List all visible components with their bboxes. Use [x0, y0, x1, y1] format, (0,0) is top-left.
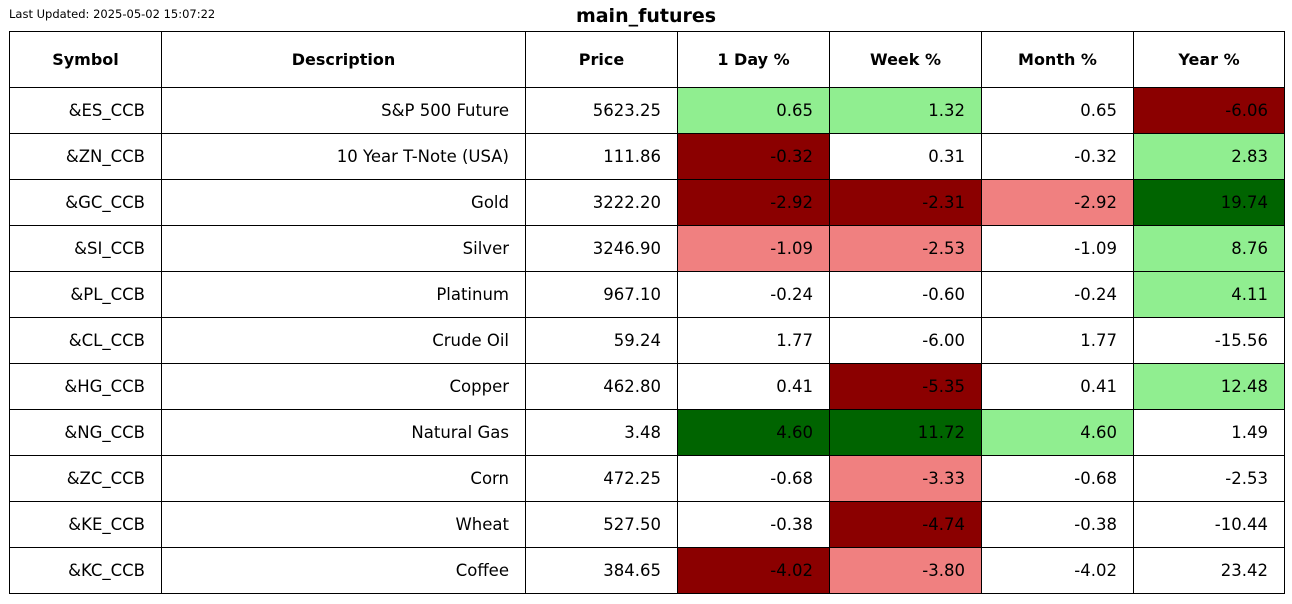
table-row: &SI_CCB Silver 3246.90 -1.09 -2.53 -1.09 8.76: [9, 225, 1285, 272]
1day-change-cell: -0.68: [677, 455, 830, 502]
1day-change-cell: -1.09: [677, 225, 830, 272]
description-cell: Gold: [161, 179, 526, 226]
description-cell: S&P 500 Future: [161, 87, 526, 134]
symbol-cell: &KE_CCB: [9, 501, 162, 548]
symbol-cell: &KC_CCB: [9, 547, 162, 594]
table-row: &PL_CCB Platinum 967.10 -0.24 -0.60 -0.24 4.11: [9, 271, 1285, 318]
month-change-cell: -0.32: [981, 133, 1134, 180]
table-row: &KC_CCB Coffee 384.65 -4.02 -3.80 -4.02 23.42: [9, 547, 1285, 594]
year-change-cell: 2.83: [1133, 133, 1285, 180]
symbol-cell: &ZC_CCB: [9, 455, 162, 502]
1day-change-cell: -2.92: [677, 179, 830, 226]
header-row: Symbol Description Price 1 Day % Week % …: [9, 31, 1285, 88]
year-change-cell: 12.48: [1133, 363, 1285, 410]
year-change-cell: -10.44: [1133, 501, 1285, 548]
symbol-cell: &NG_CCB: [9, 409, 162, 456]
description-cell: Copper: [161, 363, 526, 410]
year-change-cell: -6.06: [1133, 87, 1285, 134]
month-change-cell: 1.77: [981, 317, 1134, 364]
symbol-cell: &CL_CCB: [9, 317, 162, 364]
month-change-cell: -0.24: [981, 271, 1134, 318]
price-cell: 462.80: [525, 363, 678, 410]
symbol-cell: &PL_CCB: [9, 271, 162, 318]
year-change-cell: -15.56: [1133, 317, 1285, 364]
column-header-description: Description: [161, 31, 526, 88]
month-change-cell: -2.92: [981, 179, 1134, 226]
symbol-cell: &ZN_CCB: [9, 133, 162, 180]
1day-change-cell: 0.41: [677, 363, 830, 410]
week-change-cell: -2.53: [829, 225, 982, 272]
1day-change-cell: -0.38: [677, 501, 830, 548]
month-change-cell: 4.60: [981, 409, 1134, 456]
week-change-cell: -5.35: [829, 363, 982, 410]
price-cell: 472.25: [525, 455, 678, 502]
price-cell: 3246.90: [525, 225, 678, 272]
week-change-cell: -3.80: [829, 547, 982, 594]
week-change-cell: -6.00: [829, 317, 982, 364]
week-change-cell: -4.74: [829, 501, 982, 548]
description-cell: Crude Oil: [161, 317, 526, 364]
1day-change-cell: 4.60: [677, 409, 830, 456]
description-cell: Wheat: [161, 501, 526, 548]
year-change-cell: 1.49: [1133, 409, 1285, 456]
last-updated-text: Last Updated: 2025-05-02 15:07:22: [9, 7, 216, 21]
description-cell: Platinum: [161, 271, 526, 318]
week-change-cell: 1.32: [829, 87, 982, 134]
price-cell: 59.24: [525, 317, 678, 364]
symbol-cell: &SI_CCB: [9, 225, 162, 272]
table-row: &NG_CCB Natural Gas 3.48 4.60 11.72 4.60 1.49: [9, 409, 1285, 456]
week-change-cell: -2.31: [829, 179, 982, 226]
1day-change-cell: -4.02: [677, 547, 830, 594]
table-row: &KE_CCB Wheat 527.50 -0.38 -4.74 -0.38 -10.44: [9, 501, 1285, 548]
price-cell: 967.10: [525, 271, 678, 318]
month-change-cell: -1.09: [981, 225, 1134, 272]
column-header-week: Week %: [829, 31, 982, 88]
price-cell: 3.48: [525, 409, 678, 456]
column-header-1day: 1 Day %: [677, 31, 830, 88]
year-change-cell: 8.76: [1133, 225, 1285, 272]
year-change-cell: 23.42: [1133, 547, 1285, 594]
price-cell: 527.50: [525, 501, 678, 548]
month-change-cell: -0.68: [981, 455, 1134, 502]
column-header-month: Month %: [981, 31, 1134, 88]
week-change-cell: 11.72: [829, 409, 982, 456]
futures-table: Symbol Description Price 1 Day % Week % …: [9, 31, 1285, 594]
price-cell: 111.86: [525, 133, 678, 180]
1day-change-cell: 1.77: [677, 317, 830, 364]
year-change-cell: -2.53: [1133, 455, 1285, 502]
symbol-cell: &ES_CCB: [9, 87, 162, 134]
month-change-cell: 0.41: [981, 363, 1134, 410]
description-cell: Corn: [161, 455, 526, 502]
week-change-cell: -3.33: [829, 455, 982, 502]
column-header-symbol: Symbol: [9, 31, 162, 88]
table-row: &GC_CCB Gold 3222.20 -2.92 -2.31 -2.92 19.74: [9, 179, 1285, 226]
description-cell: Natural Gas: [161, 409, 526, 456]
column-header-year: Year %: [1133, 31, 1285, 88]
1day-change-cell: -0.24: [677, 271, 830, 318]
table-row: &ZN_CCB 10 Year T-Note (USA) 111.86 -0.32 0.…: [9, 133, 1285, 180]
table-row: &HG_CCB Copper 462.80 0.41 -5.35 0.41 12.48: [9, 363, 1285, 410]
table-title: main_futures: [575, 5, 717, 27]
table-row: &CL_CCB Crude Oil 59.24 1.77 -6.00 1.77 -15.56: [9, 317, 1285, 364]
month-change-cell: -4.02: [981, 547, 1134, 594]
price-cell: 384.65: [525, 547, 678, 594]
price-cell: 3222.20: [525, 179, 678, 226]
description-cell: 10 Year T-Note (USA): [161, 133, 526, 180]
symbol-cell: &GC_CCB: [9, 179, 162, 226]
price-cell: 5623.25: [525, 87, 678, 134]
table-row: &ES_CCB S&P 500 Future 5623.25 0.65 1.32 0.65…: [9, 87, 1285, 134]
column-header-price: Price: [525, 31, 678, 88]
table-row: &ZC_CCB Corn 472.25 -0.68 -3.33 -0.68 -2.53: [9, 455, 1285, 502]
week-change-cell: -0.60: [829, 271, 982, 318]
week-change-cell: 0.31: [829, 133, 982, 180]
month-change-cell: -0.38: [981, 501, 1134, 548]
1day-change-cell: -0.32: [677, 133, 830, 180]
description-cell: Coffee: [161, 547, 526, 594]
symbol-cell: &HG_CCB: [9, 363, 162, 410]
year-change-cell: 4.11: [1133, 271, 1285, 318]
1day-change-cell: 0.65: [677, 87, 830, 134]
description-cell: Silver: [161, 225, 526, 272]
year-change-cell: 19.74: [1133, 179, 1285, 226]
month-change-cell: 0.65: [981, 87, 1134, 134]
